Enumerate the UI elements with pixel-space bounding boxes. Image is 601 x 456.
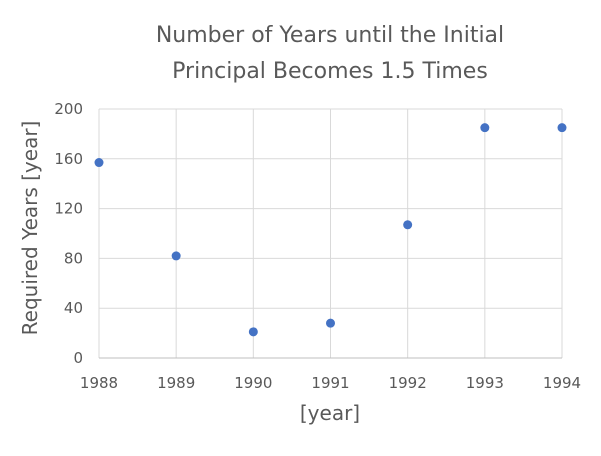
y-tick-label: 40: [64, 299, 83, 317]
data-point: [94, 158, 104, 168]
data-point: [248, 327, 258, 337]
x-tick-label: 1988: [80, 374, 118, 392]
data-point: [557, 123, 567, 133]
x-tick-label: 1989: [157, 374, 195, 392]
chart-title-line-2: Principal Becomes 1.5 Times: [172, 59, 488, 84]
x-tick-label: 1993: [466, 374, 504, 392]
x-tick-label: 1992: [389, 374, 427, 392]
y-tick-label: 200: [54, 100, 83, 118]
data-point: [403, 220, 413, 230]
tick-labels: 0 40 80 120 160 200 1988 1989 1990 1991 1992 1993 19…: [54, 100, 581, 392]
data-point: [480, 123, 490, 133]
y-tick-label: 80: [64, 249, 83, 267]
data-point: [326, 318, 335, 328]
chart-title-line-1: Number of Years until the Initial: [156, 23, 504, 48]
x-axis-title: [year]: [300, 401, 360, 425]
y-tick-label: 160: [54, 150, 83, 168]
x-tick-label: 1994: [543, 374, 581, 392]
data-points: [94, 123, 567, 337]
y-tick-label: 120: [54, 200, 83, 218]
x-tick-label: 1990: [234, 374, 272, 392]
data-point: [171, 251, 181, 261]
y-axis-title: Required Years [year]: [18, 121, 42, 336]
y-tick-label: 0: [73, 349, 83, 367]
x-tick-label: 1991: [311, 374, 349, 392]
